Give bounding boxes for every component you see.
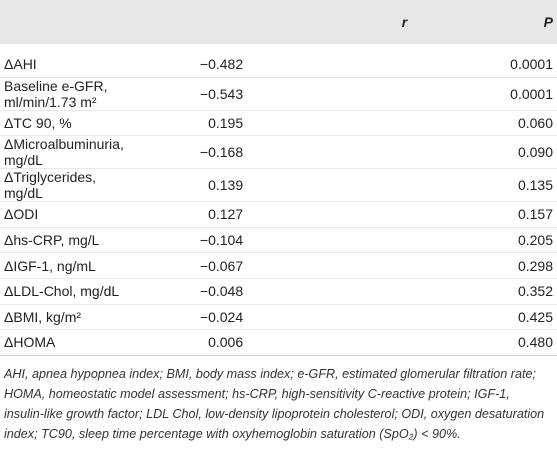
row-label: ΔHOMA xyxy=(0,329,128,356)
row-label: ΔBMI, kg/m² xyxy=(0,304,128,331)
cell: 0.135 xyxy=(411,168,557,203)
table-row: ΔHOMA 0.006 0.480 xyxy=(0,329,557,356)
cell: −0.168 xyxy=(127,135,412,170)
cell: 0.352 xyxy=(411,278,557,305)
cell: 0.090 xyxy=(411,135,557,170)
cell: 0.060 xyxy=(411,110,557,137)
table-body: ΔAHI −0.482 0.0001 Baseline e-GFR, ml/min/1… xyxy=(0,44,557,356)
row-label: ΔLDL-Chol, mg/dL xyxy=(0,278,128,305)
row-label: ΔAHI xyxy=(0,44,128,78)
column-header: P xyxy=(543,14,553,30)
cell: 0.480 xyxy=(411,329,557,356)
cell: 0.0001 xyxy=(411,44,557,78)
table-row: Baseline e-GFR, ml/min/1.73 m² −0.543 0.00… xyxy=(0,77,557,111)
cell: −0.543 xyxy=(127,77,412,111)
cell: 0.157 xyxy=(411,201,557,228)
table-row: ΔODI 0.127 0.157 xyxy=(0,201,557,228)
cell: 0.127 xyxy=(127,201,412,228)
row-label: ΔIGF-1, ng/mL xyxy=(0,252,128,279)
cell: −0.048 xyxy=(127,278,412,305)
row-label: ΔODI xyxy=(0,201,128,228)
table-row: ΔLDL-Chol, mg/dL −0.048 0.352 xyxy=(0,278,557,305)
cell: 0.139 xyxy=(127,168,412,203)
cell: −0.067 xyxy=(127,252,412,279)
cell: 0.006 xyxy=(127,329,412,356)
cell: −0.104 xyxy=(127,227,412,254)
row-label: ΔTC 90, % xyxy=(0,110,128,137)
cell: 0.195 xyxy=(127,110,412,137)
row-label: ΔTriglycerides, mg/dL xyxy=(0,168,128,203)
cell: 0.0001 xyxy=(411,77,557,111)
cell: 0.298 xyxy=(411,252,557,279)
row-label: Δhs-CRP, mg/L xyxy=(0,227,128,254)
cell: 0.425 xyxy=(411,304,557,331)
column-header xyxy=(0,0,128,44)
table-row: ΔBMI, kg/m² −0.024 0.425 xyxy=(0,304,557,331)
row-label: Baseline e-GFR, ml/min/1.73 m² xyxy=(0,77,128,111)
table-row: ΔIGF-1, ng/mL −0.067 0.298 xyxy=(0,252,557,279)
table-row: ΔAHI −0.482 0.0001 xyxy=(0,44,557,78)
cell: −0.482 xyxy=(127,44,412,78)
footnote: AHI, apnea hypopnea index; BMI, body mas… xyxy=(4,366,545,441)
table-row: ΔTriglycerides, mg/dL 0.139 0.135 xyxy=(0,168,557,203)
table-row: Δhs-CRP, mg/L −0.104 0.205 xyxy=(0,227,557,254)
row-label: ΔMicroalbuminuria, mg/dL xyxy=(0,135,128,170)
cell: −0.024 xyxy=(127,304,412,331)
cell: 0.205 xyxy=(411,227,557,254)
table-row: ΔMicroalbuminuria, mg/dL −0.168 0.090 xyxy=(0,135,557,170)
column-header: r xyxy=(401,14,408,30)
table-row: ΔTC 90, % 0.195 0.060 xyxy=(0,110,557,137)
